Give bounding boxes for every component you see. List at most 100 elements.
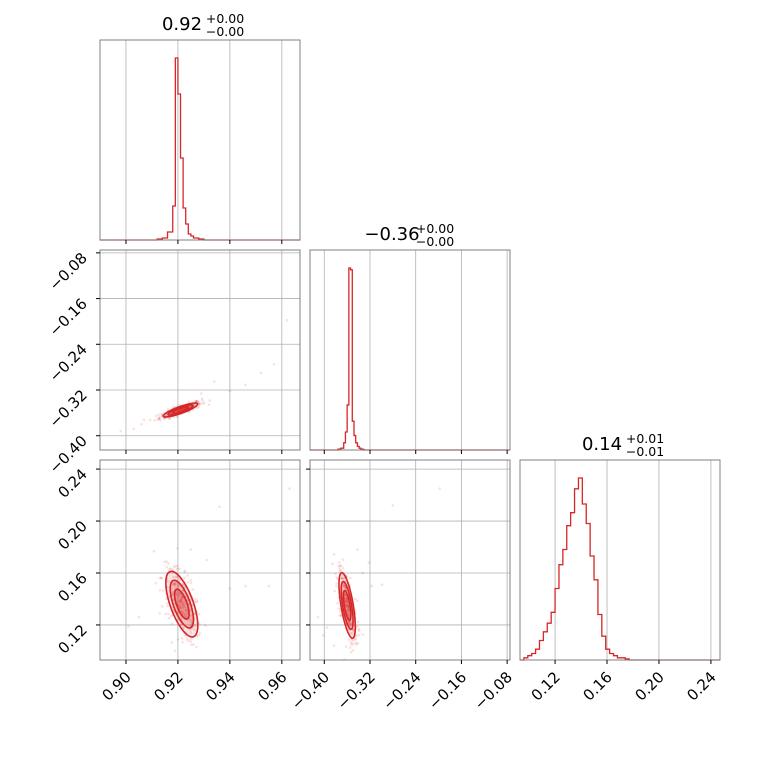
scatter-point xyxy=(172,565,176,568)
scatter-point xyxy=(346,604,350,608)
scatter-point xyxy=(180,610,184,614)
scatter-point xyxy=(178,567,181,571)
scatter-point xyxy=(164,612,167,616)
scatter-point xyxy=(357,627,361,631)
scatter-point xyxy=(198,403,201,406)
scatter-point xyxy=(361,633,365,636)
x-tick-label: 0.20 xyxy=(631,668,667,704)
scatter-point xyxy=(168,417,172,420)
scatter-point xyxy=(163,560,166,564)
scatter-point xyxy=(349,623,353,627)
scatter-point xyxy=(272,362,276,366)
scatter-point xyxy=(132,427,136,431)
scatter-point xyxy=(189,637,193,641)
scatter-point xyxy=(158,612,161,615)
scatter-point xyxy=(345,599,348,603)
scatter-point xyxy=(335,576,339,579)
scatter-point xyxy=(201,402,205,405)
scatter-point xyxy=(178,605,181,608)
scatter-point xyxy=(194,400,198,403)
scatter-point xyxy=(347,612,350,616)
scatter-point xyxy=(325,626,329,629)
scatter-point xyxy=(174,592,178,596)
scatter-point xyxy=(344,645,348,648)
scatter-point xyxy=(167,562,170,565)
scatter-point xyxy=(179,599,183,603)
scatter-point xyxy=(166,408,170,411)
scatter-point xyxy=(180,602,183,606)
scatter-point xyxy=(202,401,206,405)
scatter-point xyxy=(179,598,183,601)
title-plus-1: +0.00 xyxy=(416,221,454,236)
scatter-point xyxy=(159,576,163,580)
scatter-point xyxy=(171,582,175,586)
scatter-point xyxy=(180,595,183,599)
scatter-point xyxy=(346,602,350,606)
scatter-point xyxy=(228,587,232,590)
scatter-point xyxy=(182,612,186,616)
contour-fill xyxy=(165,571,198,637)
scatter-point xyxy=(344,599,347,603)
scatter-point xyxy=(339,564,343,568)
histogram-1 xyxy=(310,267,510,451)
scatter-point xyxy=(182,583,185,587)
scatter-point xyxy=(218,505,221,509)
scatter-point xyxy=(285,318,289,322)
scatter-point xyxy=(203,672,206,675)
scatter-point xyxy=(356,548,359,551)
scatter-point xyxy=(182,603,185,607)
scatter-point xyxy=(196,400,200,404)
scatter-point xyxy=(166,585,169,589)
scatter-point xyxy=(338,614,342,617)
scatter-point xyxy=(180,596,184,599)
scatter-point xyxy=(196,399,200,403)
scatter-point xyxy=(337,564,340,568)
scatter-point xyxy=(175,593,179,597)
scatter-point xyxy=(347,638,351,642)
scatter-point xyxy=(355,634,358,638)
scatter-point xyxy=(340,576,343,580)
scatter-point xyxy=(176,584,179,588)
scatter-point xyxy=(181,640,184,644)
contour-line xyxy=(169,579,195,629)
scatter-point xyxy=(190,643,193,647)
x-tick-label: −0.24 xyxy=(379,668,424,713)
x-tick-label: 0.96 xyxy=(254,668,290,704)
histogram-0 xyxy=(100,57,300,241)
scatter-point xyxy=(205,558,208,562)
scatter-point xyxy=(170,641,174,644)
scatter-point xyxy=(342,584,346,587)
scatter-point xyxy=(179,598,182,602)
scatter-point xyxy=(344,602,348,605)
scatter-point xyxy=(197,405,201,408)
scatter-point xyxy=(244,584,247,588)
scatter-point xyxy=(344,587,348,590)
y-tick-label: −0.24 xyxy=(46,340,91,385)
scatter-point xyxy=(345,598,348,601)
scatter-point xyxy=(337,567,341,570)
scatter-point xyxy=(339,568,342,572)
scatter-point xyxy=(343,577,346,580)
scatter-point xyxy=(156,418,159,422)
scatter-point xyxy=(346,609,350,612)
scatter-point xyxy=(178,591,181,595)
scatter-point xyxy=(186,581,190,584)
scatter-point xyxy=(367,561,371,564)
scatter-point xyxy=(183,569,187,573)
scatter-point xyxy=(182,604,185,608)
scatter-point xyxy=(356,620,360,624)
scatter-point xyxy=(351,648,355,652)
scatter-point xyxy=(188,628,192,632)
scatter-point xyxy=(343,586,347,589)
scatter-point xyxy=(335,585,338,588)
x-tick-label: −0.16 xyxy=(425,668,470,713)
scatter-point xyxy=(194,400,198,403)
scatter-point xyxy=(178,600,181,603)
scatter-point xyxy=(127,624,130,628)
scatter-point xyxy=(198,632,202,635)
scatter-point xyxy=(119,429,123,433)
scatter-point xyxy=(349,576,352,580)
scatter-point xyxy=(346,610,349,613)
scatter-point xyxy=(331,562,334,566)
scatter-point xyxy=(187,400,191,404)
